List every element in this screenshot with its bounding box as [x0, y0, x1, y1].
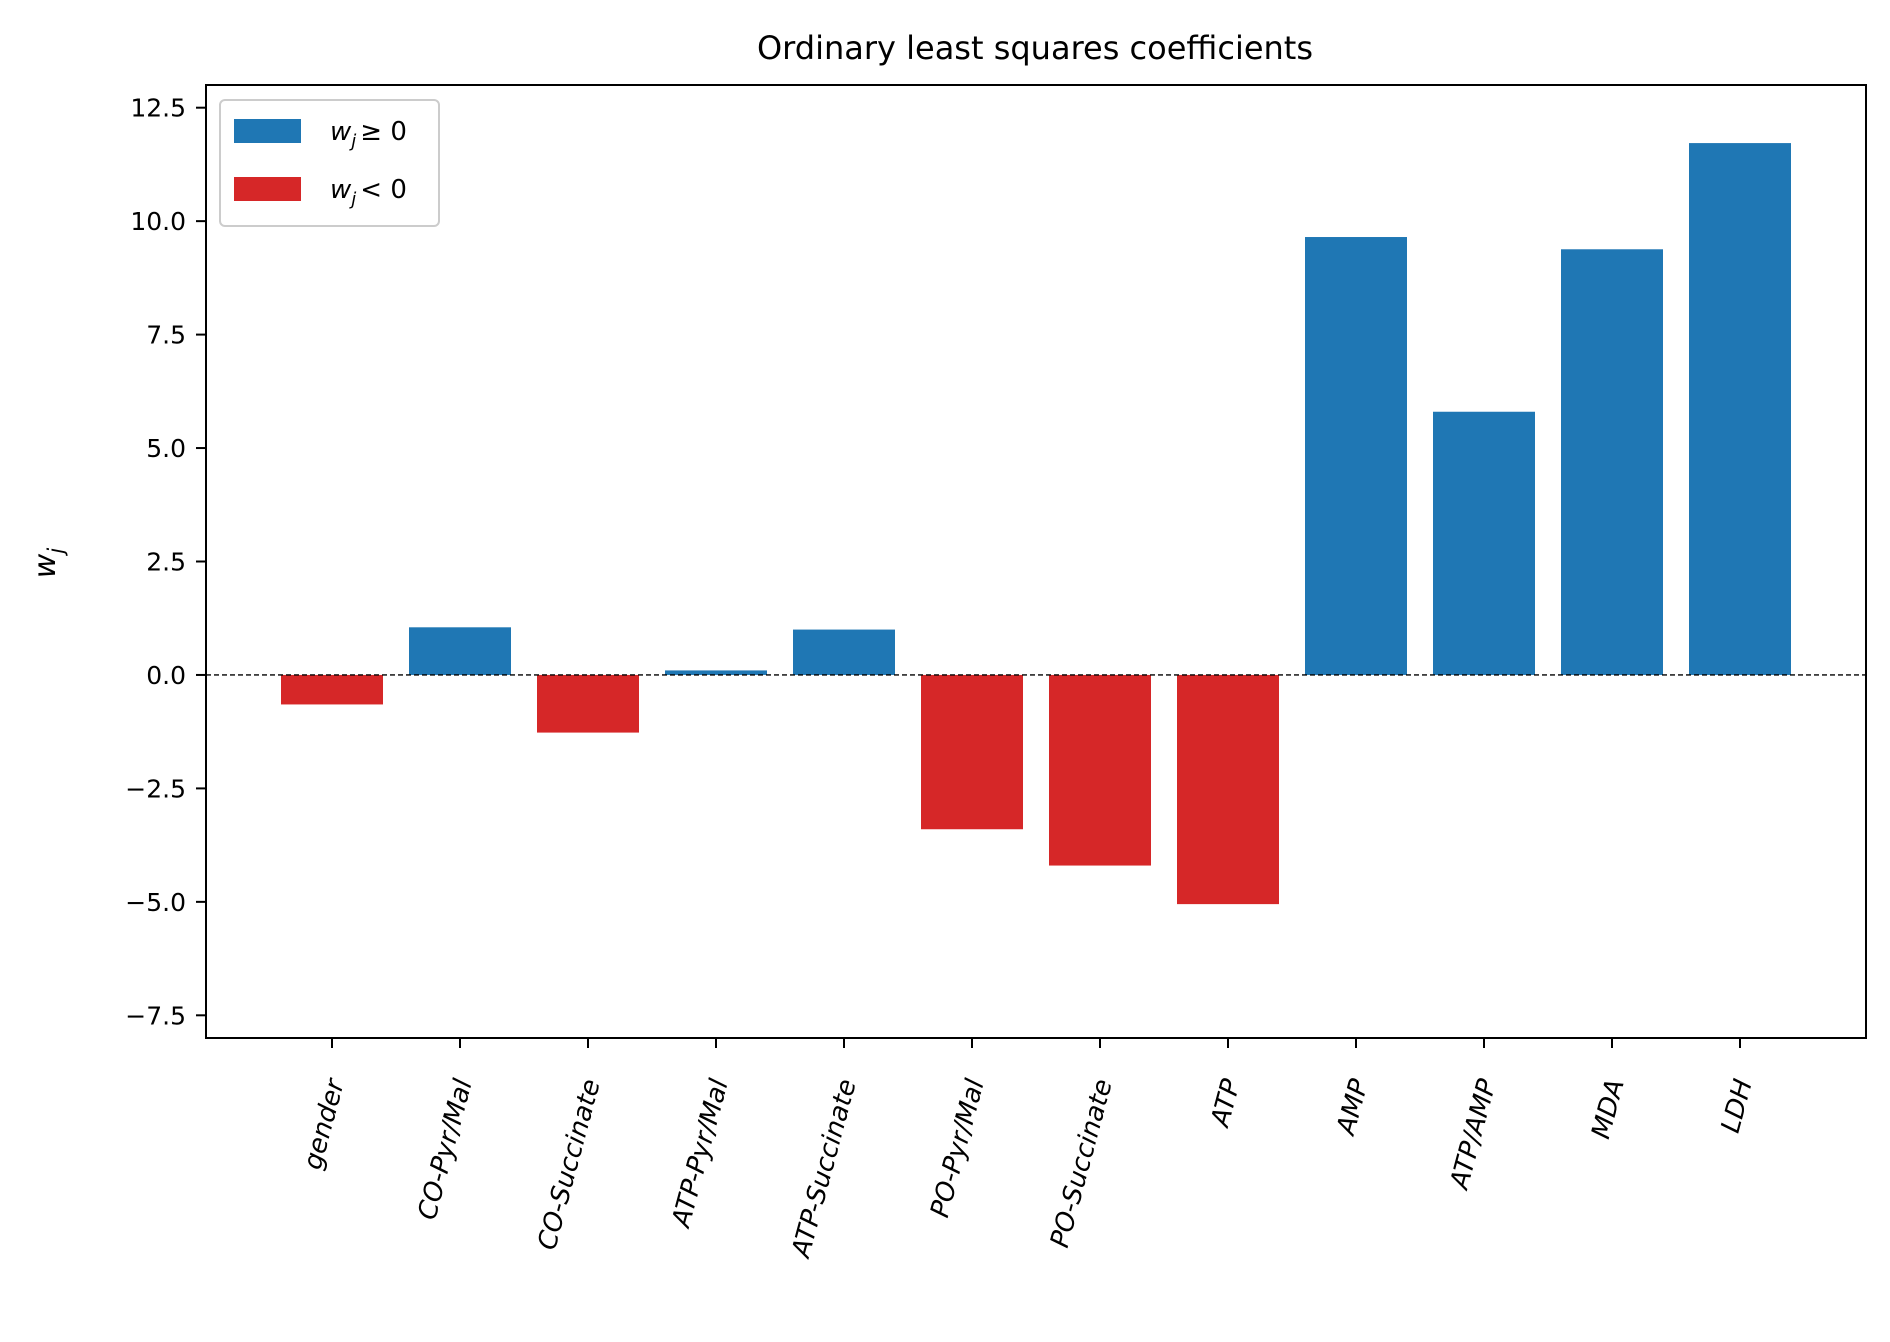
y-tick-label: 10.0 — [130, 207, 186, 236]
y-tick-label: 12.5 — [130, 94, 186, 123]
bar-atp-succinate — [793, 629, 895, 675]
y-axis-label: wj — [28, 548, 68, 579]
y-tick-label: 0.0 — [146, 661, 186, 690]
chart-title: Ordinary least squares coefficients — [757, 29, 1313, 67]
bar-amp — [1305, 237, 1407, 675]
legend: wj ≥ 0 wj < 0 — [219, 99, 440, 227]
legend-swatch — [234, 177, 301, 201]
svg-text:wj: wj — [28, 548, 68, 579]
bar-atp-pyr-mal — [665, 670, 767, 675]
bar-ldh — [1689, 143, 1791, 675]
y-tick-label: 5.0 — [146, 434, 186, 463]
bar-atp — [1177, 674, 1279, 905]
y-tick-label: 2.5 — [146, 548, 186, 577]
legend-label: wj ≥ 0 — [330, 117, 407, 152]
bar-gender — [281, 674, 383, 705]
legend-swatch — [234, 119, 301, 143]
bar-co-pyr-mal — [409, 627, 511, 675]
bar-po-succinate — [1049, 674, 1151, 866]
bar-po-pyr-mal — [921, 674, 1023, 830]
y-tick-label: −7.5 — [125, 1001, 186, 1030]
y-tick-label: −5.0 — [125, 888, 186, 917]
bar-mda — [1561, 249, 1663, 675]
bar-atp-amp — [1433, 411, 1535, 675]
legend-label: wj < 0 — [330, 175, 407, 210]
y-tick-label: 7.5 — [146, 321, 186, 350]
bar-co-succinate — [537, 674, 639, 733]
y-tick-label: −2.5 — [125, 774, 186, 803]
